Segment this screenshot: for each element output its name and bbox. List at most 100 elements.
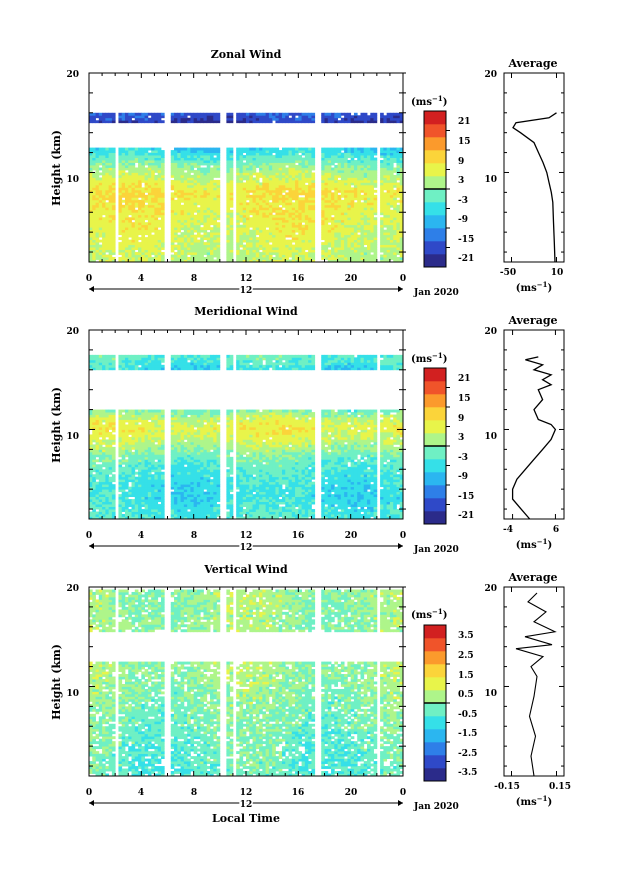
heatmap-cell <box>242 120 247 124</box>
heatmap-cell <box>95 224 100 228</box>
heatmap-cell <box>121 232 126 236</box>
heatmap-cell <box>147 209 152 213</box>
heatmap-cell <box>144 167 149 171</box>
heatmap-cell <box>288 179 293 183</box>
heatmap-cell <box>399 257 404 260</box>
heatmap-cell <box>380 219 384 223</box>
heatmap-cell <box>102 481 106 485</box>
heatmap-cell <box>213 212 217 216</box>
heatmap-cell <box>102 222 106 226</box>
heatmap-cell <box>324 232 329 236</box>
heatmap-cell <box>268 232 273 236</box>
heatmap-cell <box>89 514 93 517</box>
heatmap-cell <box>170 169 175 173</box>
heatmap-cell <box>288 165 293 168</box>
heatmap-cell <box>383 179 388 183</box>
heatmap-cell <box>121 424 126 428</box>
heatmap-cell <box>399 112 404 116</box>
heatmap-cell <box>311 192 316 196</box>
heatmap-cell <box>252 177 257 181</box>
heatmap-cell <box>92 162 96 166</box>
heatmap-cell <box>95 496 100 500</box>
heatmap-cell <box>95 434 100 438</box>
heatmap-cell <box>95 501 100 505</box>
heatmap-cell <box>174 147 178 151</box>
heatmap-cell <box>108 486 113 490</box>
heatmap-cell <box>396 169 401 173</box>
heatmap-cell <box>131 212 136 216</box>
heatmap-cell <box>111 454 116 458</box>
heatmap-cell <box>157 197 162 201</box>
heatmap-cell <box>108 426 113 430</box>
heatmap-cell <box>350 160 355 163</box>
heatmap-cell <box>399 204 404 208</box>
heatmap-cell <box>386 187 391 191</box>
heatmap-cell <box>138 165 142 168</box>
heatmap-cell <box>131 436 136 440</box>
heatmap-cell <box>334 234 338 238</box>
heatmap-cell <box>340 182 345 186</box>
heatmap-cell <box>213 222 217 226</box>
heatmap-cell <box>144 179 149 183</box>
heatmap-cell <box>105 219 110 223</box>
heatmap-cell <box>200 194 204 198</box>
heatmap-cell <box>389 249 394 253</box>
heatmap-cell <box>278 152 283 156</box>
heatmap-cell <box>190 120 195 124</box>
heatmap-cell <box>213 232 217 236</box>
heatmap-cell <box>170 244 175 248</box>
heatmap-cell <box>324 207 329 211</box>
heatmap-cell <box>157 254 162 258</box>
heatmap-cell <box>105 189 110 193</box>
heatmap-cell <box>249 177 253 181</box>
heatmap-cell <box>249 219 253 223</box>
heatmap-cell <box>183 197 188 201</box>
heatmap-cell <box>170 117 175 121</box>
heatmap-cell <box>272 239 276 243</box>
heatmap-cell <box>213 179 217 183</box>
heatmap-cell <box>350 214 355 218</box>
heatmap-cell <box>350 169 355 173</box>
heatmap-cell <box>131 479 136 483</box>
heatmap-cell <box>347 237 352 241</box>
heatmap-cell <box>386 192 391 196</box>
heatmap-cell <box>89 174 93 178</box>
heatmap-cell <box>321 224 325 228</box>
heatmap-cell <box>131 222 136 226</box>
heatmap-cell <box>134 202 139 206</box>
heatmap-cell <box>389 242 394 245</box>
heatmap-cell <box>252 234 257 238</box>
heatmap-cell <box>206 232 211 236</box>
heatmap-cell <box>203 249 208 253</box>
heatmap-cell <box>157 152 162 156</box>
heatmap-cell <box>281 199 286 203</box>
heatmap-cell <box>134 434 139 438</box>
heatmap-cell <box>190 150 195 153</box>
heatmap-cell <box>386 169 391 173</box>
heatmap-cell <box>147 219 152 223</box>
heatmap-cell <box>121 501 126 505</box>
heatmap-cell <box>92 120 96 124</box>
heatmap-cell <box>95 184 100 188</box>
heatmap-cell <box>311 155 316 158</box>
heatmap-cell <box>308 202 312 206</box>
heatmap-cell <box>311 194 316 198</box>
heatmap-cell <box>121 174 126 178</box>
heatmap-cell <box>102 506 106 510</box>
heatmap-cell <box>321 249 325 253</box>
heatmap-cell <box>399 115 404 119</box>
heatmap-cell <box>160 259 165 263</box>
heatmap-cell <box>295 239 299 243</box>
heatmap-cell <box>98 409 103 413</box>
heatmap-cell <box>141 179 145 183</box>
heatmap-cell <box>102 194 106 198</box>
heatmap-cell <box>259 257 263 260</box>
heatmap-cell <box>259 162 263 166</box>
heatmap-cell <box>95 192 100 196</box>
heatmap-cell <box>200 199 204 203</box>
heatmap-cell <box>386 160 391 163</box>
heatmap-cell <box>95 451 100 455</box>
heatmap-cell <box>373 115 378 119</box>
heatmap-cell <box>105 222 110 226</box>
heatmap-cell <box>331 232 335 236</box>
